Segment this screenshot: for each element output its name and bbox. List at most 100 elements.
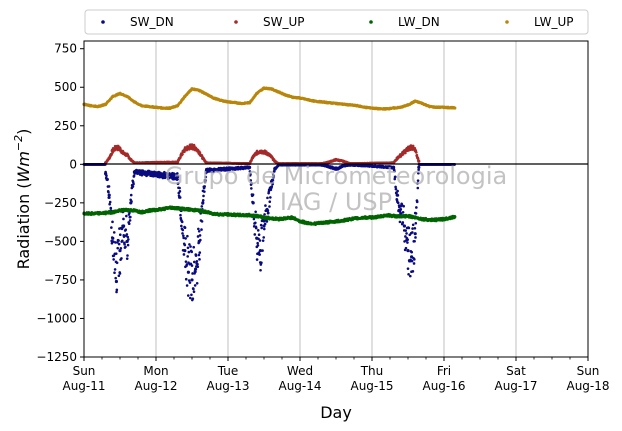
dot-sw-dn: [406, 267, 410, 270]
dot-sw-dn: [411, 231, 414, 234]
dot-sw-dn: [131, 185, 135, 188]
dot-sw-dn: [181, 248, 185, 252]
dot-sw-dn: [118, 272, 122, 275]
dot-sw-dn: [414, 236, 417, 239]
plot-background: [84, 41, 588, 357]
point-sw-dn-4: [118, 249, 122, 253]
dot-sw-dn: [196, 265, 200, 269]
dot-sw-dn: [192, 290, 196, 293]
dot-sw-dn: [411, 223, 415, 227]
dot-sw-dn: [107, 190, 110, 194]
dot-sw-dn: [195, 259, 199, 263]
dot-sw-dn: [413, 239, 416, 243]
dot-sw-dn: [132, 174, 136, 178]
point-sw-dn-3: [114, 279, 118, 284]
dot-sw-dn: [406, 241, 409, 244]
dot-sw-dn: [266, 196, 269, 200]
dot-sw-dn: [178, 196, 182, 199]
dot-sw-dn: [398, 220, 402, 224]
dot-sw-dn: [414, 221, 418, 225]
dot-sw-dn: [111, 220, 114, 224]
dot-sw-dn: [192, 287, 195, 291]
dot-sw-dn: [187, 250, 191, 254]
dot-sw-dn: [198, 258, 201, 261]
dot-sw-dn: [256, 244, 260, 247]
dot-sw-dn: [125, 214, 128, 218]
legend-label-lw-dn: LW_DN: [398, 15, 440, 29]
dot-sw-dn: [186, 255, 189, 258]
dot-sw-dn: [125, 240, 128, 243]
dot-sw-dn: [265, 220, 269, 223]
dot-sw-up: [417, 159, 420, 163]
dot-sw-dn: [396, 201, 400, 205]
dot-sw-dn: [262, 227, 266, 231]
dot-sw-dn: [105, 174, 108, 178]
dot-sw-dn: [258, 239, 262, 242]
dot-sw-dn: [115, 288, 119, 292]
dot-sw-dn: [120, 257, 123, 260]
dot-sw-dn: [178, 190, 182, 193]
dot-sw-dn: [180, 224, 183, 228]
dot-sw-dn: [265, 207, 269, 211]
dot-sw-dn: [412, 262, 416, 265]
dot-sw-dn: [113, 271, 116, 275]
dot-sw-dn: [108, 202, 111, 206]
dot-sw-dn: [268, 205, 271, 208]
dot-sw-dn: [181, 232, 184, 235]
dot-sw-up: [179, 156, 182, 159]
dot-sw-dn: [106, 178, 109, 181]
dot-sw-dn: [188, 296, 192, 300]
dot-sw-dn: [190, 264, 194, 267]
dot-sw-dn: [199, 238, 202, 242]
point-sw-dn-36: [406, 249, 410, 253]
dot-sw-dn: [405, 232, 408, 235]
dot-sw-dn: [129, 193, 133, 197]
dot-sw-dn: [406, 238, 410, 241]
dot-sw-dn: [200, 205, 204, 208]
dot-sw-dn: [259, 268, 262, 272]
dot-sw-up: [411, 144, 415, 148]
dot-sw-dn: [260, 226, 263, 230]
dot-sw-dn: [263, 222, 267, 226]
dot-sw-dn: [193, 260, 196, 264]
dot-sw-dn: [197, 241, 200, 245]
dot-sw-dn: [126, 254, 129, 257]
dot-sw-dn: [128, 219, 132, 222]
dot-sw-dn: [104, 170, 107, 174]
dot-lw-up: [453, 106, 456, 110]
dot-sw-dn: [110, 236, 114, 239]
dot-sw-dn: [253, 233, 257, 236]
dot-sw-dn: [183, 243, 187, 247]
dot-sw-dn: [115, 261, 119, 265]
dot-sw-dn: [254, 210, 257, 214]
dot-sw-dn: [413, 258, 416, 261]
dot-sw-dn: [113, 268, 117, 271]
dot-sw-dn: [186, 294, 190, 297]
point-sw-dn-13: [190, 278, 194, 282]
dot-sw-dn: [401, 221, 405, 224]
legend-marker-lw-up: [505, 20, 509, 24]
dot-sw-up: [404, 151, 407, 155]
dot-sw-dn: [108, 196, 111, 199]
dot-sw-dn: [119, 246, 123, 250]
dot-sw-dn: [117, 274, 121, 278]
dot-sw-dn: [201, 199, 205, 202]
dot-sw-dn: [127, 222, 131, 226]
dot-sw-dn: [396, 194, 400, 197]
dot-sw-dn: [190, 250, 194, 254]
dot-sw-dn: [261, 239, 265, 242]
dot-sw-dn: [257, 233, 261, 237]
dot-sw-dn: [258, 253, 261, 256]
dot-sw-dn: [264, 204, 267, 207]
dot-sw-dn: [198, 234, 202, 237]
dot-sw-dn: [196, 262, 199, 266]
point-sw-dn-1: [107, 193, 111, 197]
dot-sw-dn: [261, 249, 264, 252]
dot-sw-dn: [251, 200, 254, 204]
dot-sw-dn: [186, 246, 190, 250]
dot-sw-dn: [186, 234, 189, 238]
dot-sw-up: [413, 147, 417, 150]
dot-sw-up: [181, 152, 184, 156]
dot-sw-dn: [125, 233, 129, 236]
dot-sw-dn: [411, 270, 415, 273]
